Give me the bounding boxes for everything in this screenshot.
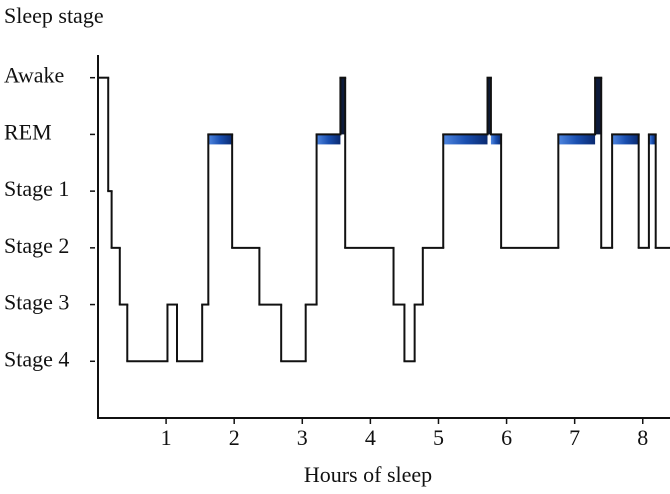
x-tick-label: 8 [637, 425, 648, 450]
awake-spike [595, 77, 602, 135]
x-tick-label: 5 [433, 425, 444, 450]
y-tick-label: Stage 4 [4, 346, 69, 371]
rem-band [490, 134, 502, 145]
x-tick-label: 7 [569, 425, 580, 450]
awake-spike [340, 77, 346, 135]
x-tick-label: 4 [365, 425, 376, 450]
y-tick-label: Stage 1 [4, 176, 69, 201]
rem-band [648, 134, 656, 145]
rem-band [612, 134, 639, 145]
x-tick-label: 1 [161, 425, 172, 450]
y-tick-label: Stage 3 [4, 290, 69, 315]
y-tick-label: Stage 2 [4, 233, 69, 258]
x-tick-label: 6 [501, 425, 512, 450]
awake-spike [487, 77, 491, 135]
rem-band [558, 134, 596, 145]
x-tick-label: 2 [229, 425, 240, 450]
y-tick-label: REM [4, 119, 52, 144]
rem-band [208, 134, 233, 145]
rem-band [443, 134, 488, 145]
y-tick-label: Awake [4, 63, 64, 88]
x-tick-label: 3 [297, 425, 308, 450]
chart-title: Sleep stage [4, 3, 104, 28]
rem-band [316, 134, 341, 145]
x-axis-label: Hours of sleep [304, 462, 432, 487]
